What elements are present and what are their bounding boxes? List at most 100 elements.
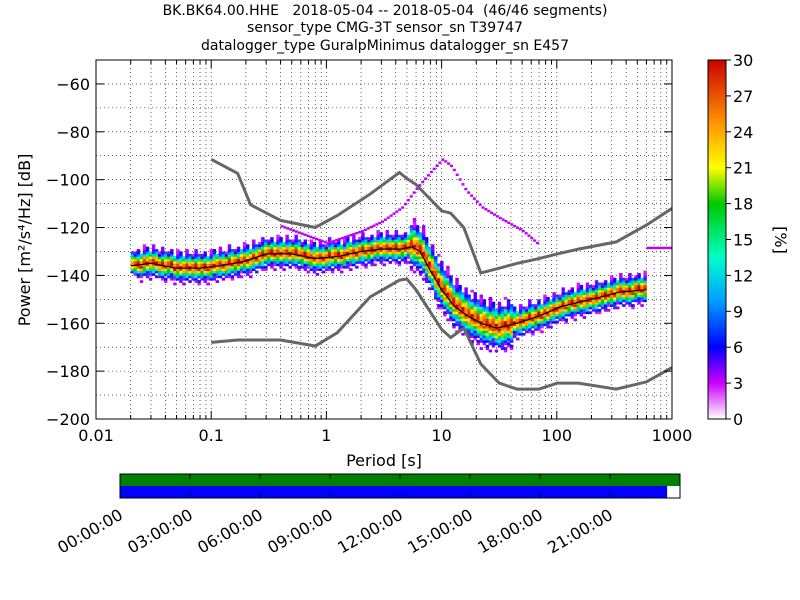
histogram-cell	[594, 280, 599, 283]
histogram-cell	[610, 275, 614, 279]
histogram-cell	[188, 280, 192, 283]
histogram-cell	[388, 234, 392, 238]
histogram-cell	[388, 253, 392, 257]
histogram-cell	[203, 277, 207, 281]
histogram-cell	[312, 251, 317, 255]
histogram-cell	[637, 301, 641, 305]
histogram-cell	[258, 253, 262, 257]
histogram-cell	[591, 299, 596, 303]
histogram-cell	[503, 323, 508, 327]
histogram-cell	[497, 332, 502, 336]
histogram-cell	[424, 277, 429, 281]
histogram-cell	[285, 249, 289, 252]
histogram-cell	[640, 280, 644, 283]
histogram-cell	[282, 256, 286, 260]
histogram-cell	[600, 296, 605, 300]
histogram-cell	[519, 316, 523, 319]
histogram-cell	[479, 335, 484, 339]
histogram-cell	[582, 301, 587, 305]
histogram-cell	[249, 258, 253, 262]
histogram-cell	[200, 253, 204, 257]
histogram-cell	[333, 263, 338, 267]
histogram-cell	[403, 258, 408, 262]
histogram-cell	[573, 311, 578, 315]
histogram-cell	[273, 244, 277, 248]
histogram-cell	[409, 234, 414, 238]
histogram-cell	[167, 273, 171, 276]
histogram-cell	[528, 330, 532, 334]
histogram-cell	[519, 328, 523, 331]
histogram-cell	[643, 289, 647, 293]
histogram-cell	[294, 265, 298, 269]
histogram-cell	[370, 241, 374, 245]
histogram-cell	[452, 316, 456, 319]
histogram-cell	[628, 299, 632, 303]
histogram-cell	[340, 251, 344, 255]
histogram-cell	[458, 294, 462, 298]
histogram-cell	[139, 273, 144, 276]
histogram-cell	[303, 265, 308, 269]
histogram-cell	[490, 211, 494, 215]
histogram-cell	[473, 306, 477, 310]
histogram-cell	[440, 275, 444, 279]
histogram-cell	[406, 256, 411, 260]
histogram-cell	[264, 258, 268, 262]
histogram-cell	[418, 241, 423, 245]
histogram-cell	[370, 263, 374, 267]
histogram-cell	[185, 256, 189, 260]
histogram-cell	[330, 246, 335, 250]
histogram-cell	[506, 308, 511, 312]
histogram-cell	[179, 253, 183, 257]
histogram-cell	[212, 273, 217, 276]
histogram-cell	[540, 325, 544, 329]
histogram-cell	[435, 164, 439, 167]
histogram-cell	[491, 304, 496, 307]
histogram-cell	[173, 258, 177, 262]
histogram-cell	[616, 292, 620, 295]
histogram-cell	[400, 239, 405, 243]
histogram-cell	[443, 273, 447, 276]
histogram-cell	[164, 270, 168, 274]
histogram-cell	[185, 258, 189, 262]
histogram-cell	[597, 304, 602, 307]
histogram-cell	[352, 234, 356, 238]
histogram-cell	[200, 265, 204, 269]
histogram-cell	[588, 292, 593, 295]
histogram-cell	[473, 313, 477, 317]
histogram-cell	[458, 299, 462, 303]
histogram-cell	[145, 270, 150, 274]
histogram-cell	[591, 287, 596, 291]
histogram-cell	[543, 304, 547, 307]
histogram-cell	[628, 282, 632, 286]
histogram-cell	[352, 258, 356, 262]
histogram-cell	[418, 234, 423, 238]
histogram-cell	[279, 253, 283, 257]
histogram-cell	[403, 261, 408, 264]
histogram-cell	[233, 265, 238, 269]
histogram-cell	[385, 258, 389, 262]
histogram-cell	[494, 316, 499, 319]
histogram-cell	[434, 256, 438, 260]
histogram-cell	[236, 253, 241, 257]
histogram-cell	[473, 328, 477, 331]
histogram-cell	[239, 270, 244, 274]
histogram-cell	[306, 246, 311, 250]
histogram-cell	[249, 268, 253, 272]
histogram-cell	[424, 256, 429, 260]
histogram-cell	[540, 311, 544, 315]
histogram-cell	[482, 320, 487, 324]
histogram-cell	[336, 268, 341, 272]
histogram-cell	[389, 214, 393, 217]
histogram-cell	[452, 313, 456, 317]
histogram-cell	[352, 239, 356, 243]
histogram-cell	[349, 249, 353, 252]
histogram-cell	[173, 275, 177, 279]
colorbar-tick-label: 21	[733, 159, 753, 178]
histogram-cell	[446, 311, 450, 315]
histogram-cell	[588, 311, 593, 315]
histogram-cell	[479, 323, 484, 327]
histogram-cell	[312, 236, 316, 240]
histogram-cell	[161, 275, 165, 279]
histogram-cell	[607, 289, 611, 293]
histogram-cell	[378, 221, 382, 225]
